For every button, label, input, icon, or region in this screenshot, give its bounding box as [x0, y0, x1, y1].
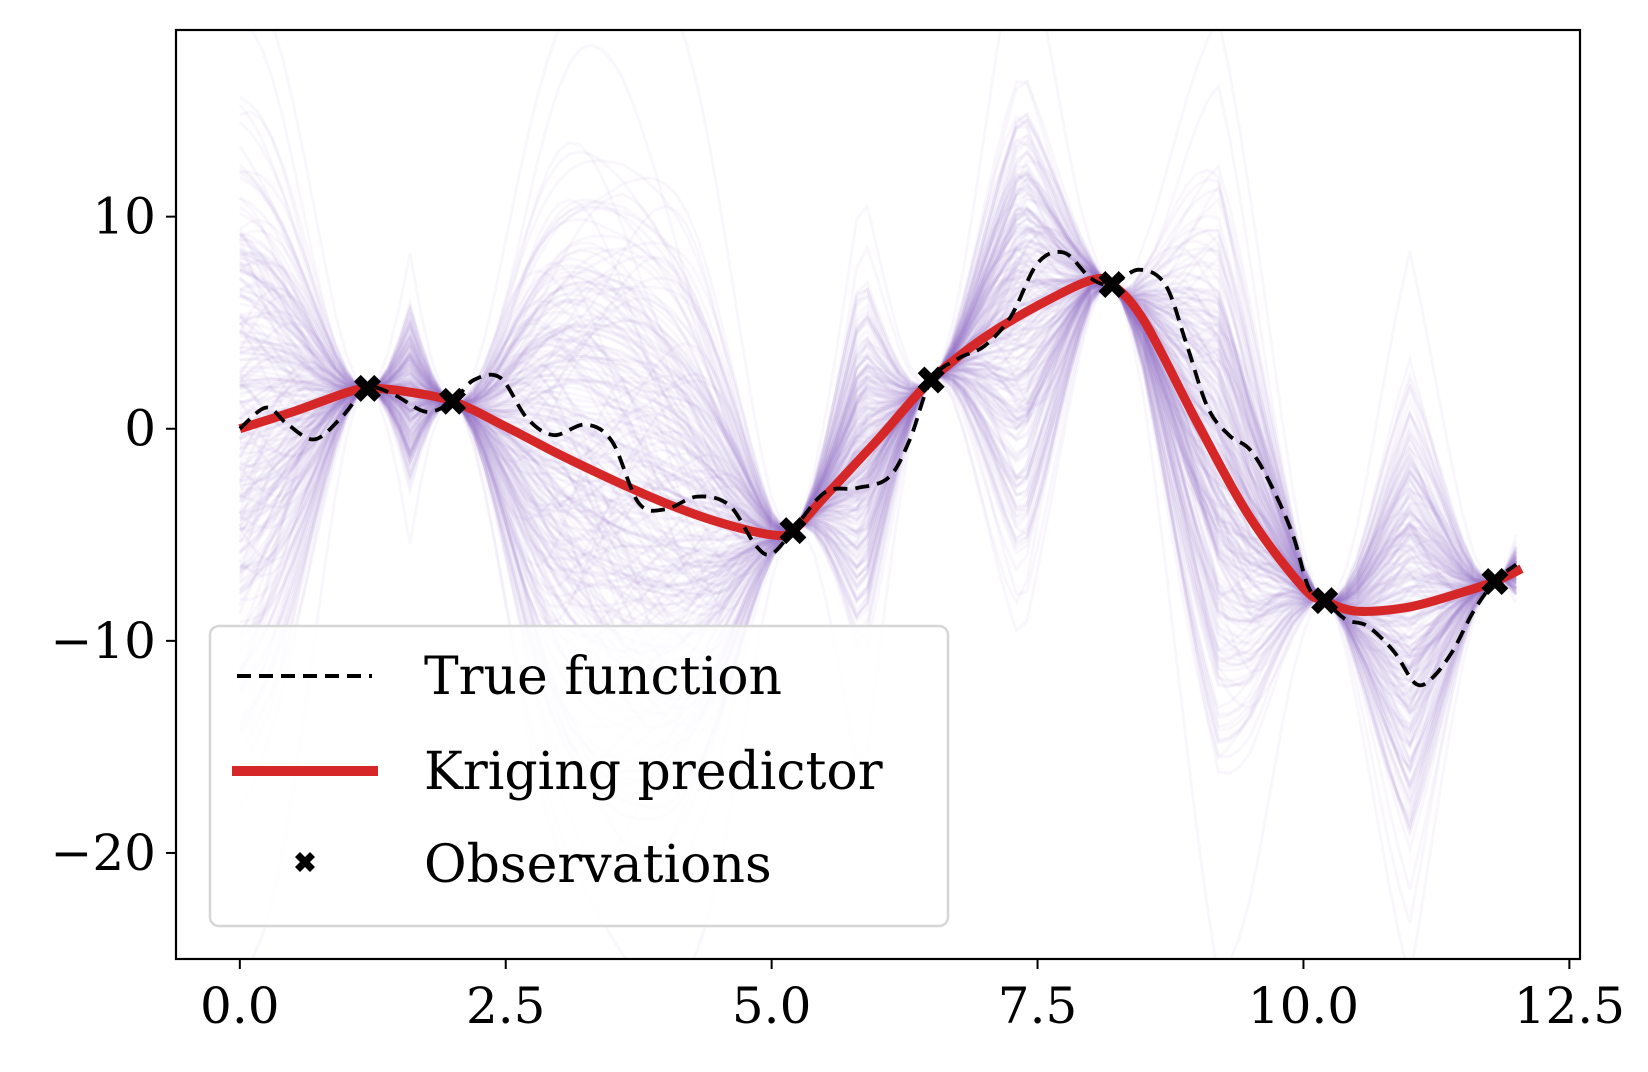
legend-observations-label: Observations: [424, 835, 772, 895]
x-tick-label: 0.0: [200, 977, 280, 1035]
y-tick-label: 10: [92, 188, 156, 246]
legend: True function Kriging predictor Observat…: [208, 624, 950, 928]
observation-marker: [1481, 568, 1509, 595]
y-tick-label: −10: [50, 612, 156, 670]
legend-box: [208, 624, 950, 928]
axis-ticks: 0.0 2.5 5.0 7.5 10.0 12.5 10 0 −10 −20: [50, 188, 1625, 1035]
legend-observations-marker: [295, 852, 315, 872]
observation-marker: [779, 517, 807, 545]
x-tick-label: 5.0: [732, 977, 812, 1035]
legend-kriging-label: Kriging predictor: [424, 742, 883, 802]
x-tick-label: 7.5: [998, 977, 1078, 1035]
x-tick-label: 10.0: [1248, 977, 1359, 1035]
observation-marker: [354, 374, 381, 402]
observation-marker: [1098, 271, 1126, 298]
observation-marker: [917, 366, 945, 394]
plot-frame: [174, 28, 1582, 961]
legend-true-function-label: True function: [424, 647, 782, 707]
y-tick-label: −20: [50, 824, 156, 882]
x-tick-label: 2.5: [466, 977, 546, 1035]
x-tick-label: 12.5: [1514, 977, 1625, 1035]
observation-marker: [439, 387, 466, 415]
y-tick-label: 0: [124, 400, 156, 458]
observation-markers: [354, 271, 1509, 615]
observation-marker: [1311, 587, 1339, 615]
